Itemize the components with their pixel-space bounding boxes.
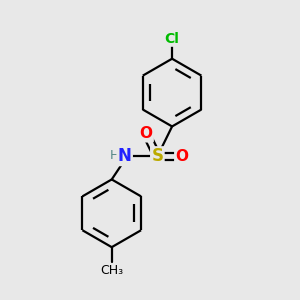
Text: N: N [118, 147, 132, 165]
Text: CH₃: CH₃ [100, 264, 123, 277]
Text: H: H [110, 149, 119, 162]
Text: O: O [175, 149, 188, 164]
Text: Cl: Cl [165, 32, 179, 46]
Text: O: O [140, 126, 153, 141]
Text: S: S [152, 148, 164, 166]
